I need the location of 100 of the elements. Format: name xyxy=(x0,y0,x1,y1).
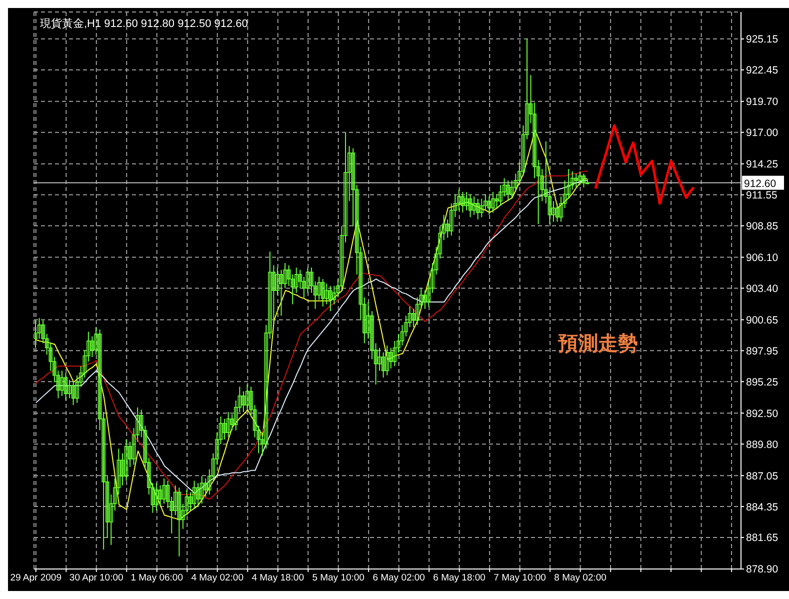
y-tick-label: 878.90 xyxy=(746,564,778,576)
candlestick xyxy=(48,342,53,372)
candlestick xyxy=(256,425,260,454)
annotation: 預測走勢 xyxy=(558,330,638,357)
candlestick xyxy=(354,184,359,275)
candlestick xyxy=(177,487,182,557)
candlestick xyxy=(306,267,310,294)
y-tick-label: 892.50 xyxy=(746,408,778,420)
candlestick xyxy=(310,267,314,294)
candlestick xyxy=(506,180,510,202)
candlestick xyxy=(298,269,302,289)
candlestick xyxy=(279,269,284,316)
candlestick xyxy=(494,194,499,208)
candlestick xyxy=(252,404,257,438)
candlestick xyxy=(196,482,200,506)
y-tick-label: 917.00 xyxy=(746,127,778,140)
candlestick xyxy=(98,328,102,431)
candlestick xyxy=(41,320,45,344)
y-tick-label: 884.35 xyxy=(746,501,778,514)
y-tick-label: 900.65 xyxy=(746,314,778,326)
candlestick xyxy=(71,380,76,406)
candlestick xyxy=(192,480,196,509)
candlestick xyxy=(162,478,166,504)
candlestick xyxy=(468,194,472,218)
candlestick xyxy=(44,334,49,356)
candlestick xyxy=(412,308,416,328)
candlestick xyxy=(158,484,162,506)
candlestick xyxy=(242,390,246,412)
candlestick xyxy=(105,476,110,539)
candlestick xyxy=(154,482,158,512)
candlestick xyxy=(491,191,495,214)
candlestick xyxy=(536,159,540,225)
candlestick xyxy=(472,196,476,216)
candlestick xyxy=(313,280,318,310)
y-tick-label: 887.05 xyxy=(746,470,778,482)
ref-line-label: 912.60 xyxy=(744,178,776,190)
x-tick-label: 4 May 18:00 xyxy=(252,572,304,584)
candlestick xyxy=(56,370,60,399)
candlestick xyxy=(249,386,253,418)
x-tick-label: 5 May 10:00 xyxy=(312,572,364,584)
candlestick xyxy=(388,347,393,369)
candlestick xyxy=(578,170,582,186)
candlestick xyxy=(385,345,390,376)
y-tick-label: 889.80 xyxy=(746,438,778,451)
candlestick xyxy=(582,173,586,188)
candlestick xyxy=(139,409,144,438)
candlestick xyxy=(147,457,151,496)
candlestick xyxy=(351,148,355,227)
candlestick xyxy=(460,191,465,214)
y-tick-label: 881.65 xyxy=(746,532,778,544)
y-tick-label: 903.40 xyxy=(746,282,778,295)
y-tick-label: 925.15 xyxy=(746,34,778,46)
candlestick xyxy=(204,478,208,498)
candlestick xyxy=(64,372,68,402)
candlestick xyxy=(370,310,374,360)
y-tick-label: 914.25 xyxy=(746,158,778,171)
candlestick xyxy=(286,264,291,286)
x-tick-label: 30 Apr 10:00 xyxy=(69,572,124,584)
candlestick xyxy=(170,496,174,534)
candlestick xyxy=(90,336,94,358)
x-tick-label: 6 May 02:00 xyxy=(372,572,425,584)
candlestick xyxy=(328,285,332,312)
candlestick xyxy=(124,438,128,482)
candlestick xyxy=(381,352,386,378)
candlestick xyxy=(320,278,325,308)
candlestick xyxy=(34,320,38,348)
y-tick-label: 908.85 xyxy=(746,220,778,232)
y-tick-label: 911.55 xyxy=(746,190,778,202)
candlestick xyxy=(532,102,536,179)
candlestick xyxy=(487,196,492,216)
candlestick xyxy=(52,356,56,383)
candlestick xyxy=(226,411,230,438)
y-tick-label: 922.45 xyxy=(746,64,778,77)
candlestick xyxy=(362,296,366,344)
candlestick xyxy=(290,274,294,305)
candlestick xyxy=(150,482,155,514)
candlestick xyxy=(102,411,106,550)
y-tick-label: 897.95 xyxy=(746,345,778,358)
x-tick-label: 8 May 02:00 xyxy=(554,572,606,584)
candlestick xyxy=(480,198,484,218)
x-tick-label: 7 May 10:00 xyxy=(494,572,546,584)
candlestick xyxy=(555,202,560,222)
y-tick-label: 919.70 xyxy=(746,96,778,108)
candlestick xyxy=(544,141,548,204)
x-tick-label: 6 May 18:00 xyxy=(433,572,486,584)
y-tick-label: 895.25 xyxy=(746,376,778,388)
candlestick xyxy=(574,173,578,188)
candlestick xyxy=(302,276,306,298)
candlestick xyxy=(166,480,170,509)
candlestick xyxy=(60,370,64,396)
candlestick xyxy=(374,342,378,385)
line-series xyxy=(594,124,695,205)
text: 現貨黃金,H1 912.60 912.80 912.50 912.60 xyxy=(40,17,248,31)
x-tick-label: 4 May 02:00 xyxy=(191,572,244,584)
candlestick xyxy=(548,189,552,225)
y-tick-label: 906.10 xyxy=(746,252,778,264)
candlestick xyxy=(423,290,427,310)
candlestick xyxy=(200,476,204,504)
candlestick xyxy=(358,246,363,321)
x-tick-label: 29 Apr 2009 xyxy=(10,572,62,584)
